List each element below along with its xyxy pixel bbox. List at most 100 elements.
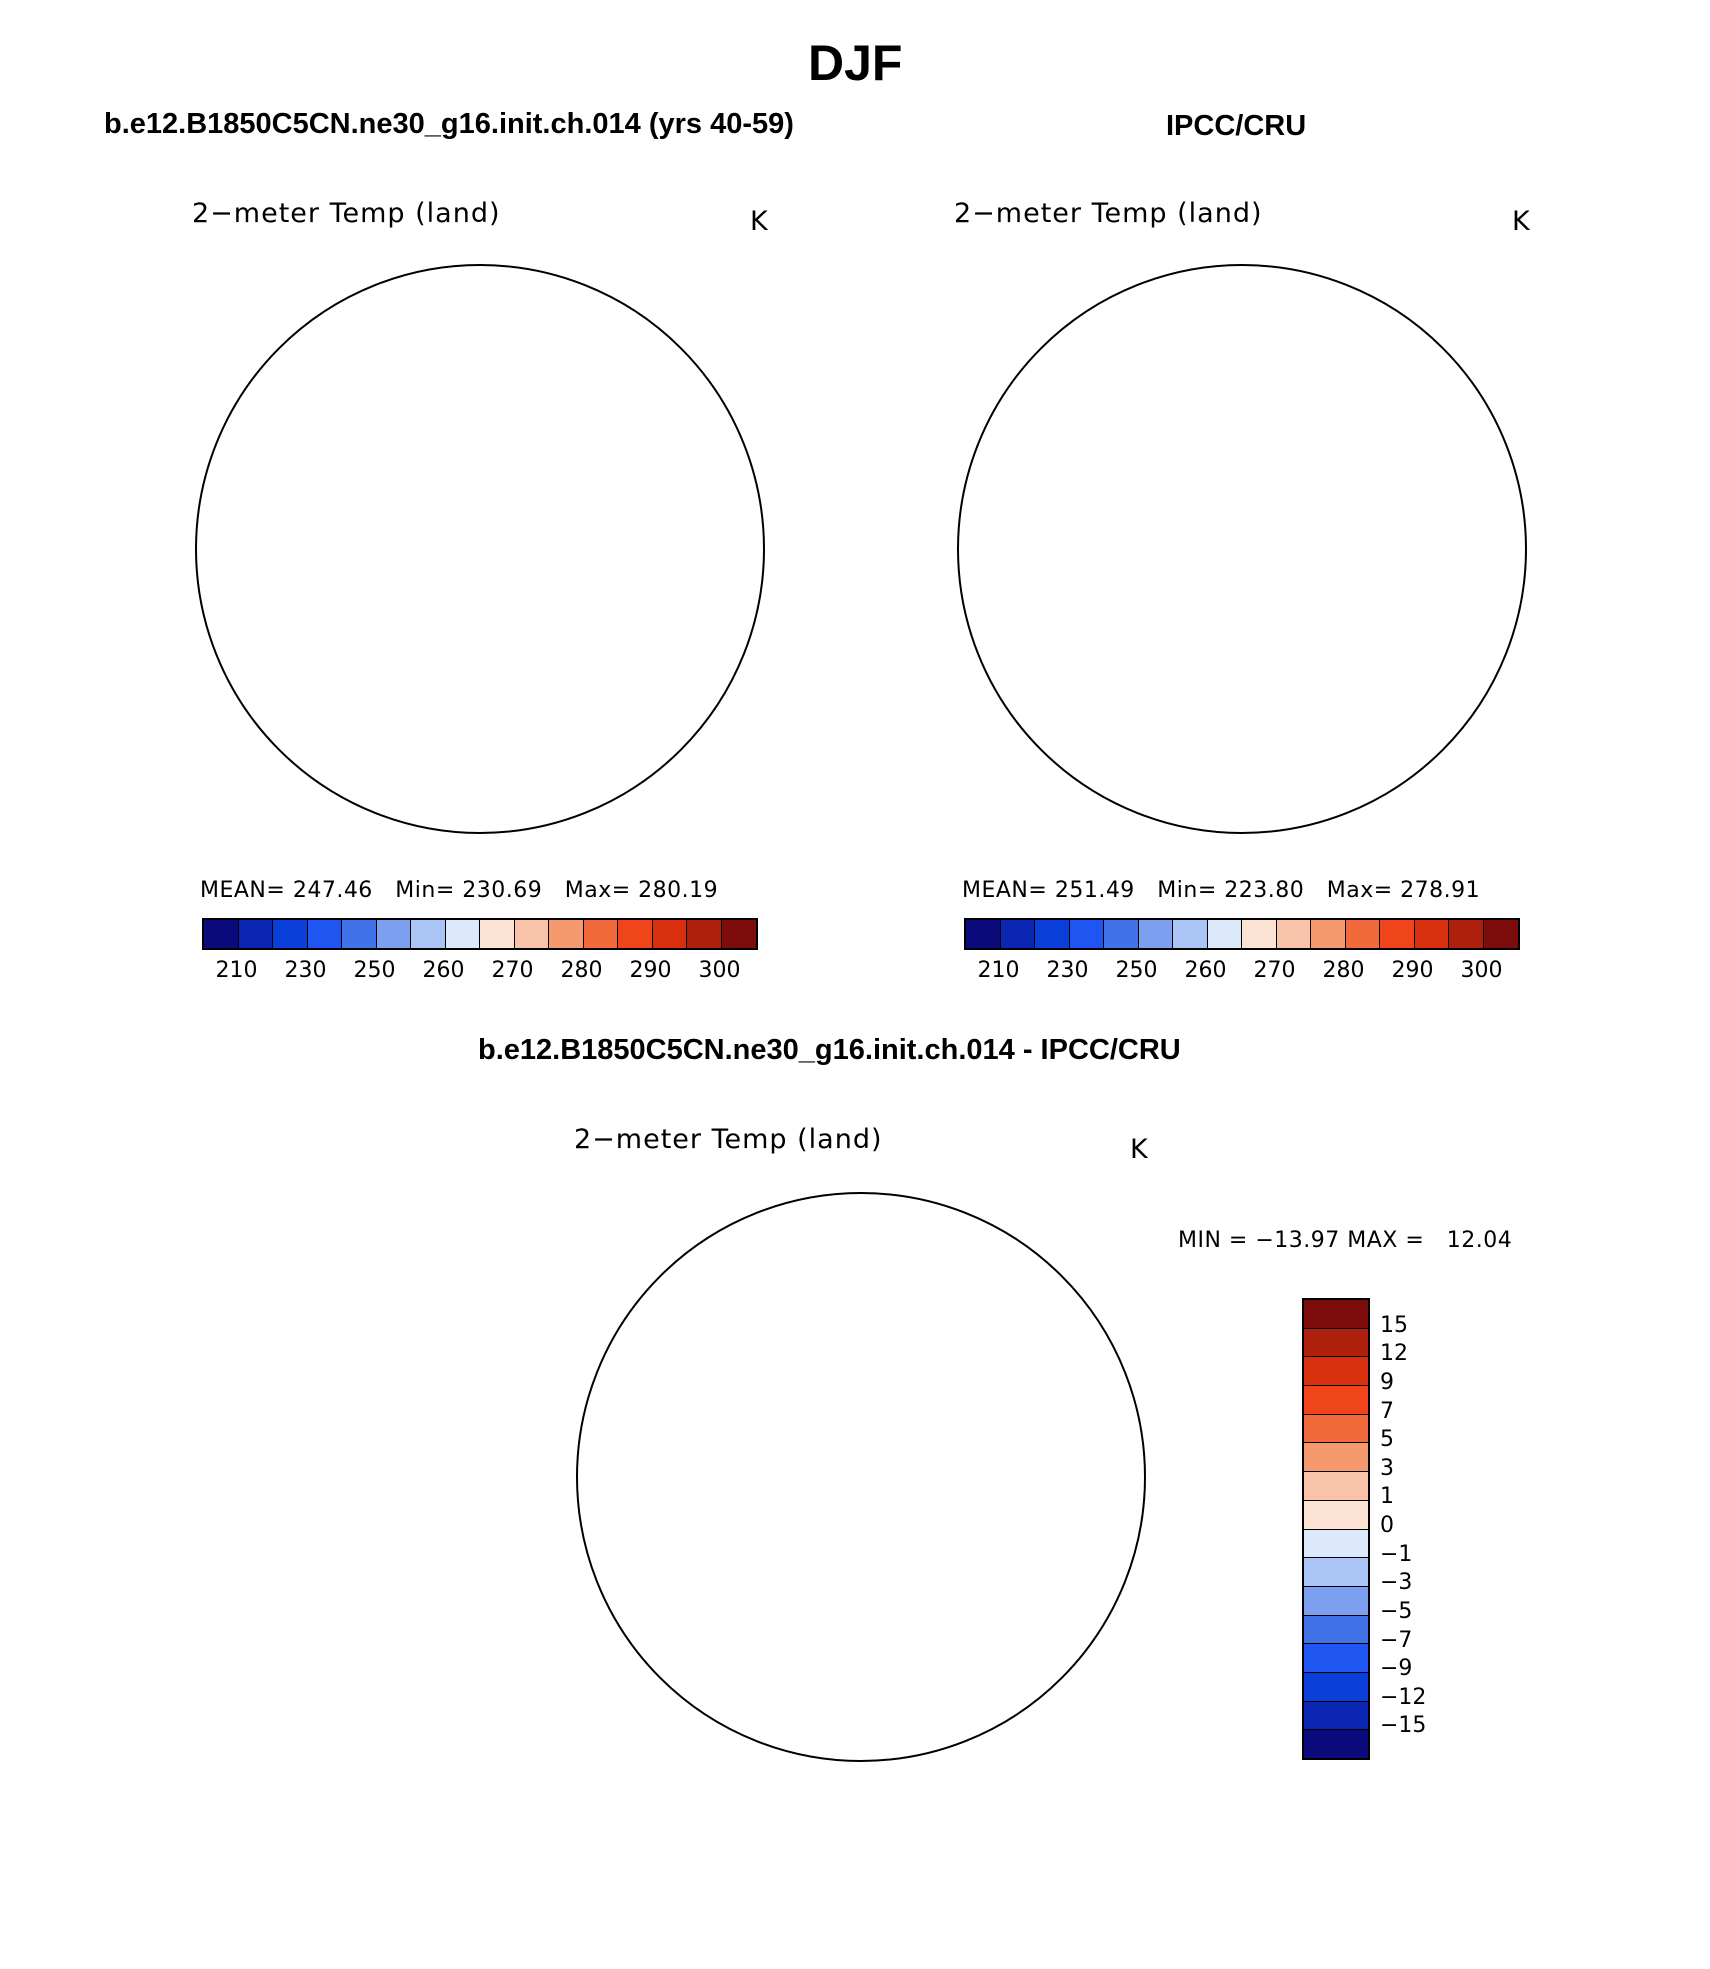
panel-c-colorbar-swatch	[1304, 1443, 1368, 1473]
panel-c-colorbar-tick-label: 1	[1380, 1484, 1394, 1510]
panel-b-colorbar-tick-label: 250	[1115, 958, 1158, 983]
panel-b-min-label: Min=	[1157, 878, 1217, 903]
panel-a-colorbar-swatch	[376, 920, 411, 948]
panel-a-colorbar-tick-label: 260	[422, 958, 465, 983]
panel-c-var-label: 2−meter Temp (land)	[574, 1124, 883, 1155]
panel-c-colorbar-swatch	[1304, 1730, 1368, 1758]
panel-c-colorbar-tick-label: −1	[1380, 1541, 1413, 1567]
panel-a-colorbar-swatch	[204, 920, 239, 948]
panel-c-colorbar-tick-label: 3	[1380, 1455, 1394, 1481]
panel-a-colorbar-tick-label: 230	[284, 958, 327, 983]
panel-a-colorbar-tick-label: 210	[215, 958, 258, 983]
panel-a-stats: MEAN= 247.46 Min= 230.69 Max= 280.19	[200, 878, 718, 903]
panel-b-colorbar-tick-label: 290	[1391, 958, 1434, 983]
panel-a-colorbar-tick-label: 270	[491, 958, 534, 983]
panel-b-colorbar-tick-label: 230	[1046, 958, 1089, 983]
panel-c-colorbar-tick-label: −9	[1380, 1656, 1413, 1682]
panel-c-colorbar-swatch	[1304, 1615, 1368, 1645]
panel-c-units: K	[1130, 1134, 1149, 1165]
panel-a-colorbar-tick-label: 280	[560, 958, 603, 983]
panel-b-colorbar-tick-label: 260	[1184, 958, 1227, 983]
panel-b-colorbar-swatch	[1242, 920, 1277, 948]
panel-c-colorbar-tick-label: 9	[1380, 1369, 1394, 1395]
panel-b-colorbar-swatch	[1449, 920, 1484, 948]
panel-c-colorbar-swatch	[1304, 1586, 1368, 1616]
panel-c-colorbar	[1302, 1298, 1370, 1760]
panel-b-max-value: 278.91	[1400, 878, 1481, 903]
panel-c-colorbar-tick-label: −5	[1380, 1598, 1413, 1624]
panel-c-colorbar-swatch	[1304, 1529, 1368, 1559]
panel-b-colorbar-swatch	[1000, 920, 1035, 948]
panel-c-colorbar-swatch	[1304, 1644, 1368, 1673]
panel-c-colorbar-swatch	[1304, 1500, 1368, 1530]
panel-b-var-label: 2−meter Temp (land)	[954, 198, 1263, 229]
panel-a-mean-label: MEAN=	[200, 878, 286, 903]
panel-b-colorbar	[964, 918, 1520, 950]
panel-b-stats: MEAN= 251.49 Min= 223.80 Max= 278.91	[962, 878, 1480, 903]
panel-a-min-value: 230.69	[462, 878, 543, 903]
panel-c-colorbar-tick-label: 0	[1380, 1513, 1394, 1538]
panel-a-case-title: b.e12.B1850C5CN.ne30_g16.init.ch.014 (yr…	[104, 108, 794, 140]
panel-c-minmax: MIN = −13.97 MAX = 12.04	[1178, 1228, 1513, 1253]
panel-c-colorbar-swatch	[1304, 1558, 1368, 1587]
panel-c-colorbar-tick-label: −15	[1380, 1713, 1427, 1739]
panel-a-colorbar	[202, 918, 758, 950]
panel-c-colorbar-tick-label: −12	[1380, 1684, 1427, 1710]
panel-a-units: K	[750, 206, 769, 237]
figure-title: DJF	[808, 35, 903, 91]
panel-c-colorbar-tick-label: 15	[1380, 1312, 1408, 1338]
panel-a-colorbar-swatch	[549, 920, 584, 948]
panel-b-map	[957, 264, 1527, 834]
panel-a-colorbar-swatch	[687, 920, 722, 948]
panel-b-mean-value: 251.49	[1054, 878, 1135, 903]
panel-a-map	[195, 264, 791, 849]
panel-a-colorbar-swatch	[618, 920, 653, 948]
panel-b-mean-label: MEAN=	[962, 878, 1048, 903]
panel-b-colorbar-swatch	[1276, 920, 1311, 948]
panel-b-colorbar-swatch	[1483, 920, 1518, 948]
panel-b-colorbar-swatch	[966, 920, 1001, 948]
panel-b-colorbar-tick-label: 270	[1253, 958, 1296, 983]
panel-b-colorbar-swatch	[1207, 920, 1242, 948]
panel-b-colorbar-tick-label: 300	[1460, 958, 1503, 983]
panel-b-case-title: IPCC/CRU	[1166, 110, 1307, 142]
panel-b-colorbar-swatch	[1414, 920, 1449, 948]
panel-c-colorbar-tick-label: 12	[1380, 1341, 1408, 1367]
panel-c-colorbar-tick-label: −3	[1380, 1570, 1413, 1596]
panel-a-colorbar-swatch	[721, 920, 756, 948]
panel-b-max-label: Max=	[1326, 878, 1393, 903]
panel-a-colorbar-tick-label: 290	[629, 958, 672, 983]
panel-b-colorbar-swatch	[1345, 920, 1380, 948]
panel-b-units: K	[1512, 206, 1531, 237]
panel-c-colorbar-swatch	[1304, 1672, 1368, 1702]
panel-b-min-value: 223.80	[1224, 878, 1305, 903]
panel-c-map	[576, 1192, 1146, 1762]
panel-a-min-label: Min=	[395, 878, 455, 903]
panel-c-colorbar-swatch	[1304, 1701, 1368, 1731]
panel-a-colorbar-swatch	[411, 920, 446, 948]
panel-c-colorbar-swatch	[1304, 1300, 1368, 1329]
panel-c-colorbar-tick-label: 7	[1380, 1398, 1394, 1424]
panel-a-colorbar-swatch	[652, 920, 687, 948]
panel-a-colorbar-swatch	[583, 920, 618, 948]
panel-c-colorbar-swatch	[1304, 1414, 1368, 1444]
panel-a-colorbar-swatch	[342, 920, 377, 948]
panel-a-colorbar-swatch	[273, 920, 308, 948]
panel-a-mean-value: 247.46	[292, 878, 373, 903]
panel-b-colorbar-swatch	[1069, 920, 1104, 948]
panel-b-colorbar-swatch	[1104, 920, 1139, 948]
panel-b-colorbar-tick-label: 280	[1322, 958, 1365, 983]
panel-a-var-label: 2−meter Temp (land)	[192, 198, 501, 229]
panel-a-colorbar-swatch	[480, 920, 515, 948]
panel-b-colorbar-swatch	[1035, 920, 1070, 948]
panel-c-colorbar-swatch	[1304, 1357, 1368, 1387]
panel-a-colorbar-swatch	[238, 920, 273, 948]
panel-c-colorbar-swatch	[1304, 1328, 1368, 1358]
panel-b-colorbar-swatch	[1173, 920, 1208, 948]
panel-a-colorbar-swatch	[514, 920, 549, 948]
panel-c-case-title: b.e12.B1850C5CN.ne30_g16.init.ch.014 - I…	[478, 1034, 1181, 1066]
panel-b-colorbar-swatch	[1380, 920, 1415, 948]
panel-a-colorbar-tick-label: 300	[698, 958, 741, 983]
panel-c-colorbar-tick-label: 5	[1380, 1427, 1394, 1453]
